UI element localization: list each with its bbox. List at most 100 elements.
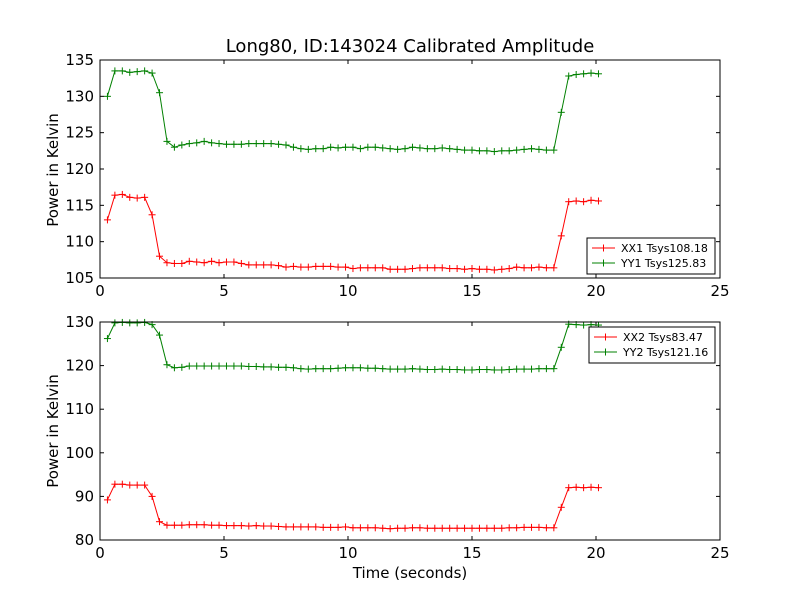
data-point	[408, 143, 416, 151]
y-tick-label: 110	[65, 400, 94, 418]
data-point	[580, 198, 588, 206]
x-tick-label: 0	[95, 282, 105, 300]
data-point	[356, 264, 364, 272]
data-point	[178, 259, 186, 267]
data-point	[513, 263, 521, 271]
data-point	[490, 266, 498, 274]
data-point	[260, 140, 268, 148]
data-point	[520, 365, 528, 373]
data-point	[580, 321, 588, 329]
data-point	[178, 141, 186, 149]
data-point	[461, 265, 469, 273]
data-point	[498, 366, 506, 374]
data-point	[334, 364, 342, 372]
data-point	[542, 365, 550, 373]
data-point	[215, 140, 223, 148]
data-point	[156, 252, 164, 260]
data-point	[215, 521, 223, 529]
data-point	[185, 362, 193, 370]
data-point	[535, 263, 543, 271]
data-point	[245, 362, 253, 370]
data-point	[342, 143, 350, 151]
data-point	[230, 258, 238, 266]
series-line-xx1	[106, 193, 599, 271]
data-point	[356, 364, 364, 372]
data-point	[461, 524, 469, 532]
bottom-plot-frame	[99, 321, 721, 541]
data-point	[356, 145, 364, 153]
data-point	[431, 524, 439, 532]
data-point	[528, 523, 536, 531]
data-point	[557, 503, 565, 511]
data-point	[275, 522, 283, 530]
data-point	[528, 264, 536, 272]
data-point	[170, 259, 178, 267]
data-point	[118, 190, 126, 198]
data-point	[379, 365, 387, 373]
data-point	[133, 319, 141, 327]
data-point	[550, 264, 558, 272]
data-point	[401, 145, 409, 153]
data-point	[557, 343, 565, 351]
data-point	[275, 140, 283, 148]
data-point	[103, 92, 111, 100]
data-point	[498, 265, 506, 273]
data-point	[416, 365, 424, 373]
data-point	[513, 365, 521, 373]
data-point	[557, 232, 565, 240]
y-tick-label: 130	[65, 313, 94, 331]
series-line-xx2	[106, 483, 599, 530]
data-point	[423, 366, 431, 374]
data-point	[289, 523, 297, 531]
data-point	[423, 264, 431, 272]
data-point	[565, 72, 573, 80]
y-tick-label: 80	[75, 531, 94, 549]
data-point	[542, 146, 550, 154]
data-point	[453, 524, 461, 532]
data-point	[475, 147, 483, 155]
data-point	[141, 67, 149, 75]
legend-label: XX2 Tsys83.47	[623, 331, 703, 344]
data-point	[542, 264, 550, 272]
data-point	[327, 365, 335, 373]
data-point	[468, 366, 476, 374]
y-tick-label: 120	[65, 357, 94, 375]
data-point	[222, 362, 230, 370]
data-point	[319, 523, 327, 531]
data-point	[267, 363, 275, 371]
data-point	[490, 148, 498, 156]
top-subplot: Long80, ID:143024 Calibrated Amplitude P…	[44, 36, 730, 300]
data-point	[200, 137, 208, 145]
data-point	[111, 67, 119, 75]
y-tick-label: 135	[65, 51, 94, 69]
data-point	[364, 364, 372, 372]
data-point	[118, 480, 126, 488]
data-point	[483, 366, 491, 374]
data-point	[327, 143, 335, 151]
data-point	[513, 524, 521, 532]
data-point	[594, 484, 602, 492]
data-point	[111, 319, 119, 327]
data-point	[386, 525, 394, 533]
data-point	[401, 265, 409, 273]
data-point	[148, 211, 156, 219]
top-legend: XX1 Tsys108.18 YY1 Tsys125.83	[586, 237, 716, 275]
data-point	[126, 319, 134, 327]
data-point	[557, 108, 565, 116]
legend-label: YY2 Tsys121.16	[622, 346, 708, 359]
data-point	[475, 366, 483, 374]
data-point	[156, 518, 164, 526]
data-point	[252, 140, 260, 148]
data-point	[401, 524, 409, 532]
chart-title: Long80, ID:143024 Calibrated Amplitude	[226, 36, 595, 57]
x-tick-label: 15	[462, 544, 481, 562]
data-point	[133, 481, 141, 489]
data-point	[282, 363, 290, 371]
data-point	[475, 265, 483, 273]
data-point	[461, 366, 469, 374]
y-tick-label: 105	[65, 269, 94, 287]
data-point	[594, 70, 602, 78]
data-point	[438, 365, 446, 373]
data-point	[304, 145, 312, 153]
